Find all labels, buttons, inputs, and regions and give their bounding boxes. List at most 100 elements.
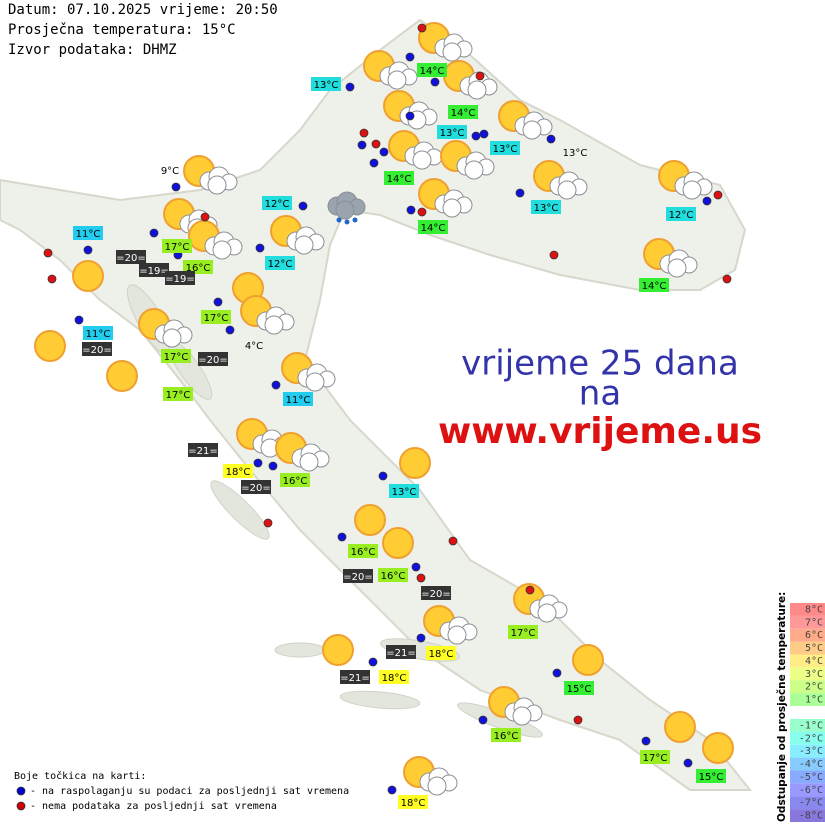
- cloud-icon: [327, 191, 366, 225]
- station-dot: [337, 532, 347, 542]
- label-box: [165, 271, 195, 285]
- station-label: =19=: [165, 274, 194, 285]
- station-dot: [268, 461, 278, 471]
- scale-step: [790, 757, 825, 771]
- station-label: =19=: [139, 266, 168, 277]
- station-dot: [525, 585, 535, 595]
- scale-step: [790, 680, 825, 694]
- legend-dot: [16, 786, 26, 796]
- station-dot: [387, 785, 397, 795]
- cloud-part: [442, 198, 462, 218]
- station-dot: [552, 668, 562, 678]
- station-dot: [83, 245, 93, 255]
- cloud-part: [427, 776, 447, 796]
- station-dot: [479, 129, 489, 139]
- cloud-icon: [297, 363, 336, 392]
- sun-icon: [399, 447, 431, 479]
- station-dot: [359, 128, 369, 138]
- scale-step: [790, 731, 825, 745]
- scale-step: [790, 654, 825, 668]
- scale-step: [790, 667, 825, 681]
- label-box: [162, 239, 192, 253]
- station-label: 12°C: [669, 210, 694, 221]
- station-label: 17°C: [204, 313, 229, 324]
- station-labels: 13°C 14°C 14°C 13°C 13°C 14°C 13°C 9°C 12°C 14°C 1…: [73, 63, 726, 809]
- scale-step: [790, 744, 825, 758]
- cloud-part: [387, 70, 407, 90]
- cloud-icon: [659, 249, 698, 278]
- scale-label: 2°C: [805, 682, 823, 693]
- label-box: [343, 569, 373, 583]
- label-box: [508, 625, 538, 639]
- label-box: [491, 728, 521, 742]
- station-label: 11°C: [286, 395, 311, 406]
- station-dot: [47, 274, 57, 284]
- label-box: [640, 750, 670, 764]
- station-dot: [171, 182, 181, 192]
- label-box: [448, 105, 478, 119]
- station-dot: [702, 196, 712, 206]
- scale-step: [790, 628, 825, 642]
- station-dot: [471, 131, 481, 141]
- label-box: [384, 171, 414, 185]
- station-dot: [549, 250, 559, 260]
- station-dot: [515, 188, 525, 198]
- station-dot: [345, 82, 355, 92]
- station-dot: [357, 140, 367, 150]
- scale-label: -1°C: [799, 720, 823, 731]
- station-dot: [416, 573, 426, 583]
- station-label: =20=: [241, 483, 270, 494]
- scale-label: -7°C: [799, 798, 823, 809]
- station-label: 16°C: [351, 547, 376, 558]
- cloud-part: [335, 200, 355, 220]
- station-label: 14°C: [421, 223, 446, 234]
- sun-icon: [572, 644, 604, 676]
- station-dot: [298, 201, 308, 211]
- station-label: =21=: [188, 446, 217, 457]
- label-box: [198, 352, 228, 366]
- station-label: =20=: [116, 253, 145, 264]
- station-dot: [683, 758, 693, 768]
- station-label: 13°C: [314, 80, 339, 91]
- scale-label: 1°C: [805, 695, 823, 706]
- scale-label: 8°C: [805, 604, 823, 615]
- label-box: [183, 260, 213, 274]
- sea: [0, 220, 420, 825]
- cloud-icon: [204, 231, 243, 260]
- cloud-icon: [199, 166, 238, 195]
- cloud-icon: [456, 151, 495, 180]
- scale-label: -2°C: [799, 733, 823, 744]
- station-label: 17°C: [165, 242, 190, 253]
- station-label: 15°C: [699, 772, 724, 783]
- station-label: 11°C: [86, 329, 111, 340]
- cloud-part: [682, 180, 702, 200]
- label-box: [188, 443, 218, 457]
- station-dot: [213, 297, 223, 307]
- station-dot: [405, 111, 415, 121]
- label-box: [437, 125, 467, 139]
- sun-icon: [382, 527, 414, 559]
- scale-step: [790, 603, 825, 616]
- station-label: 13°C: [493, 144, 518, 155]
- label-box: [564, 681, 594, 695]
- station-dot: [416, 633, 426, 643]
- label-box: [116, 250, 146, 264]
- scale-title: Odstupanje od prosječne temperature:: [776, 592, 788, 822]
- scale-label: -8°C: [799, 811, 823, 822]
- station-dot: [74, 315, 84, 325]
- cloud-part: [537, 603, 557, 623]
- cloud-icon: [434, 189, 473, 218]
- cloud-part: [467, 80, 487, 100]
- station-dot: [368, 657, 378, 667]
- station-dot: [405, 52, 415, 62]
- station-label: 16°C: [186, 263, 211, 274]
- legend-dot: [16, 801, 26, 811]
- label-box: [378, 568, 408, 582]
- sun-icon: [354, 504, 386, 536]
- cloud-part: [264, 315, 284, 335]
- station-dot: [722, 274, 732, 284]
- scale-label: 4°C: [805, 656, 823, 667]
- station-dot: [546, 134, 556, 144]
- cloud-icon: [439, 616, 478, 645]
